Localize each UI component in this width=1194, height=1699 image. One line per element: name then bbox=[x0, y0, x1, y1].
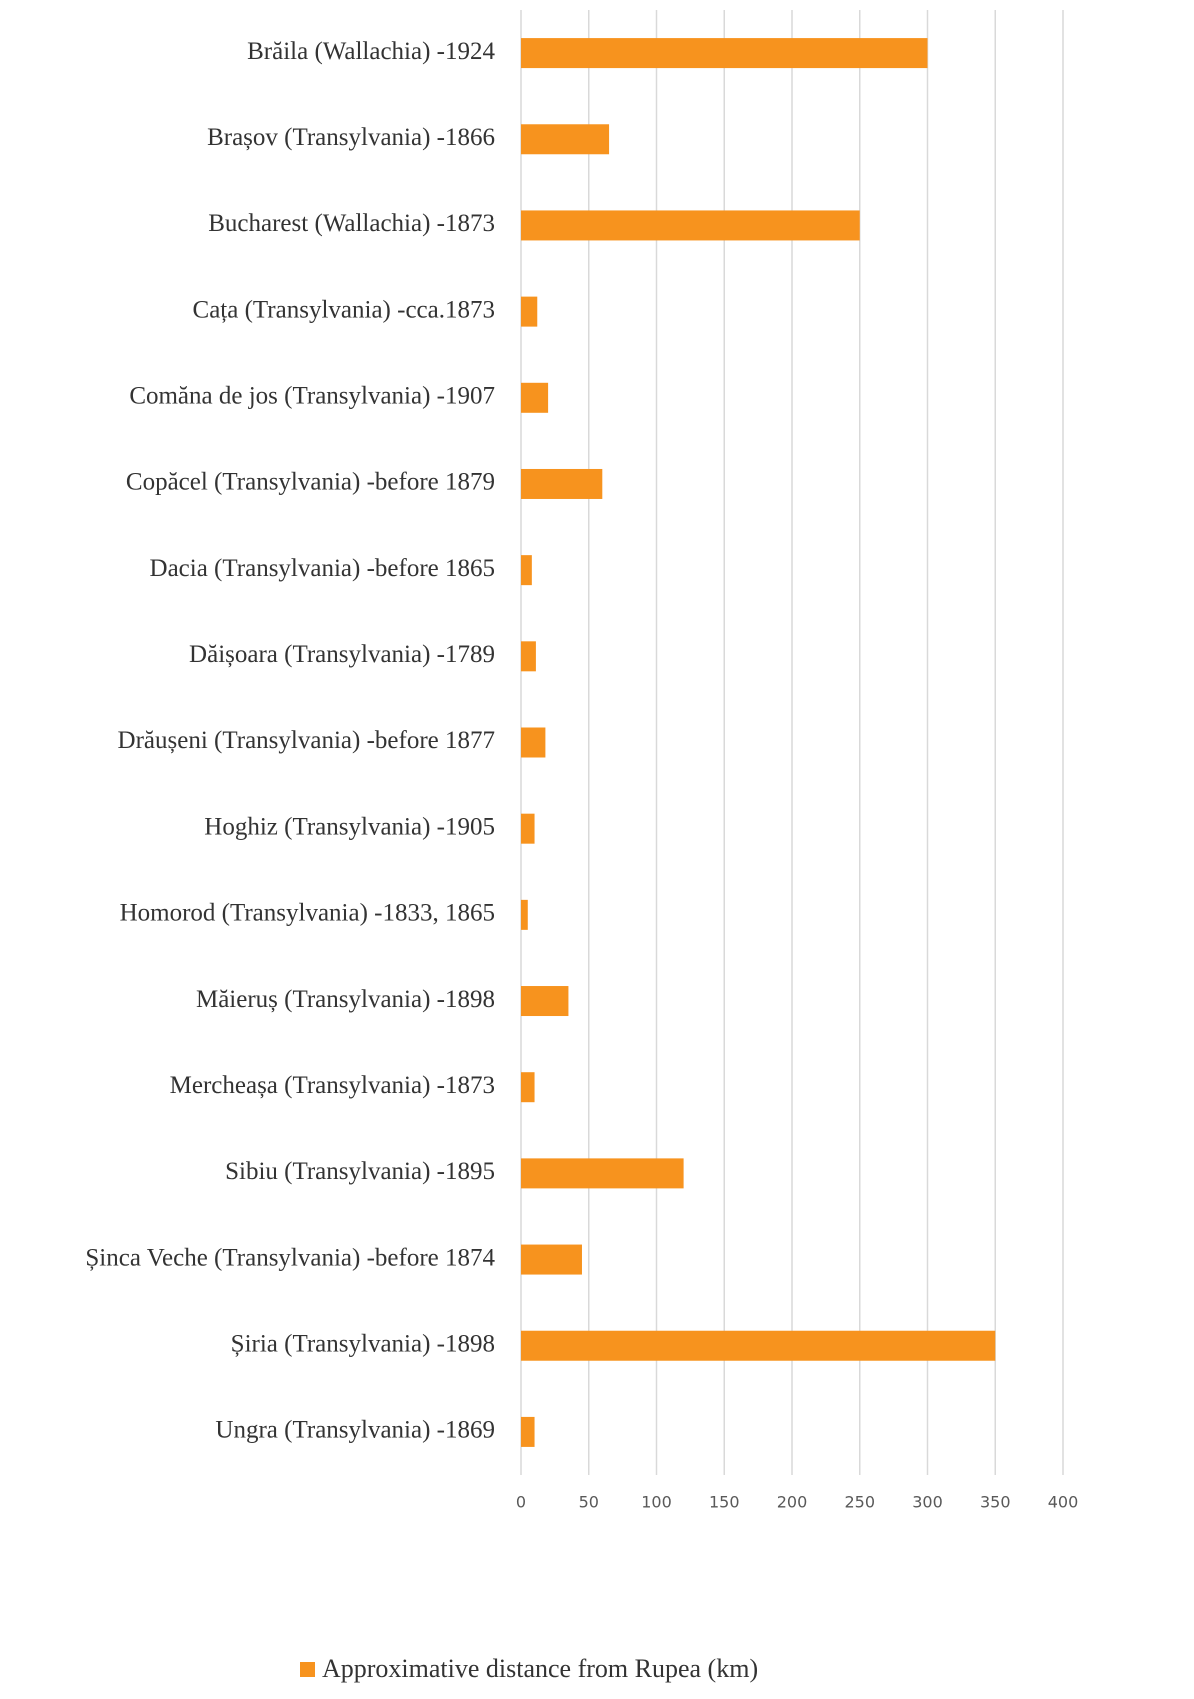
bar bbox=[521, 210, 860, 241]
bar bbox=[521, 1072, 535, 1103]
bar bbox=[521, 899, 528, 930]
y-tick-label: Dacia (Transylvania) -before 1865 bbox=[150, 555, 495, 582]
y-tick-label: Măieruș (Transylvania) -1898 bbox=[196, 986, 495, 1013]
bar bbox=[521, 124, 610, 155]
bar bbox=[521, 555, 532, 586]
x-tick-label: 150 bbox=[709, 1493, 740, 1512]
x-tick-label: 300 bbox=[912, 1493, 943, 1512]
bar bbox=[521, 1244, 582, 1275]
y-tick-label: Copăcel (Transylvania) -before 1879 bbox=[126, 469, 495, 496]
bar bbox=[521, 727, 546, 758]
y-tick-label: Șinca Veche (Transylvania) -before 1874 bbox=[85, 1244, 495, 1271]
y-tick-label: Ungra (Transylvania) -1869 bbox=[215, 1417, 495, 1444]
y-tick-label: Brașov (Transylvania) -1866 bbox=[207, 124, 495, 151]
bar bbox=[521, 813, 535, 844]
legend-swatch bbox=[300, 1662, 315, 1677]
y-tick-label: Drăușeni (Transylvania) -before 1877 bbox=[118, 727, 495, 754]
x-tick-label: 100 bbox=[641, 1493, 672, 1512]
y-tick-label: Brăila (Wallachia) -1924 bbox=[247, 38, 495, 65]
bar bbox=[521, 641, 536, 672]
x-tick-label: 50 bbox=[579, 1493, 599, 1512]
y-tick-label: Dăișoara (Transylvania) -1789 bbox=[189, 641, 495, 668]
x-tick-label: 250 bbox=[844, 1493, 875, 1512]
bar bbox=[521, 1330, 996, 1361]
x-tick-label: 0 bbox=[516, 1493, 526, 1512]
bar bbox=[521, 1416, 535, 1447]
bar bbox=[521, 382, 549, 413]
bar bbox=[521, 38, 928, 69]
bar bbox=[521, 468, 603, 499]
x-tick-label: 350 bbox=[980, 1493, 1011, 1512]
y-tick-label: Homorod (Transylvania) -1833, 1865 bbox=[120, 900, 495, 927]
y-tick-label: Hoghiz (Transylvania) -1905 bbox=[204, 813, 495, 840]
bar bbox=[521, 296, 538, 327]
x-tick-label: 200 bbox=[777, 1493, 808, 1512]
x-tick-label: 400 bbox=[1048, 1493, 1079, 1512]
bar bbox=[521, 986, 569, 1017]
y-tick-label: Șiria (Transylvania) -1898 bbox=[231, 1330, 495, 1357]
y-tick-label: Bucharest (Wallachia) -1873 bbox=[208, 210, 495, 237]
y-tick-label: Sibiu (Transylvania) -1895 bbox=[225, 1158, 495, 1185]
y-tick-label: Mercheașa (Transylvania) -1873 bbox=[170, 1072, 495, 1099]
y-tick-label: Comăna de jos (Transylvania) -1907 bbox=[129, 383, 495, 410]
bar bbox=[521, 1158, 684, 1189]
y-tick-label: Cața (Transylvania) -cca.1873 bbox=[193, 296, 495, 323]
legend-label: Approximative distance from Rupea (km) bbox=[322, 1654, 758, 1683]
